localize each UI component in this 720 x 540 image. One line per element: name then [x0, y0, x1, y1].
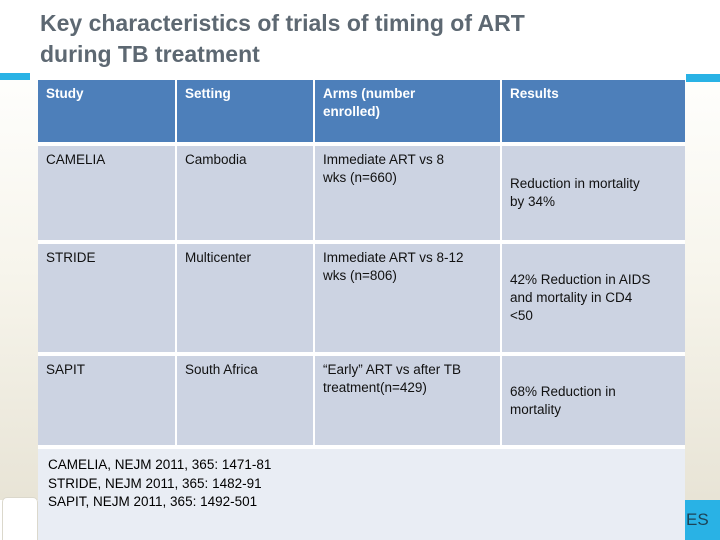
header-setting: Setting — [177, 80, 313, 142]
bottom-right-badge: ES — [685, 500, 720, 540]
cyan-accent-bar-right — [686, 74, 720, 82]
left-margin-strip — [0, 80, 38, 500]
cell-stride-setting: Multicenter — [177, 244, 313, 352]
cell-stride-arms: Immediate ART vs 8-12 wks (n=806) — [315, 244, 500, 352]
cell-sapit-setting: South Africa — [177, 356, 313, 445]
cell-stride-study: STRIDE — [38, 244, 175, 352]
trials-table: Study Setting Arms (number enrolled) Res… — [38, 80, 685, 445]
slide-title: Key characteristics of trials of timing … — [40, 8, 675, 70]
header-study: Study — [38, 80, 175, 142]
slide-title-line-2: during TB treatment — [40, 41, 260, 67]
bottom-left-corner-box — [2, 497, 38, 540]
badge-text: ES — [686, 510, 709, 529]
cyan-accent-bar-left — [0, 73, 30, 81]
cell-sapit-results: 68% Reduction in mortality — [502, 356, 685, 445]
cell-stride-results: 42% Reduction in AIDS and mortality in C… — [502, 244, 685, 352]
reference-camelia: CAMELIA, NEJM 2011, 365: 1471-81 — [48, 457, 272, 472]
cell-camelia-setting: Cambodia — [177, 146, 313, 240]
header-arms: Arms (number enrolled) — [315, 80, 500, 142]
reference-sapit: SAPIT, NEJM 2011, 365: 1492-501 — [48, 494, 258, 509]
header-results: Results — [502, 80, 685, 142]
cell-camelia-results: Reduction in mortality by 34% — [502, 146, 685, 240]
reference-stride: STRIDE, NEJM 2011, 365: 1482-91 — [48, 475, 262, 491]
cell-camelia-arms: Immediate ART vs 8 wks (n=660) — [315, 146, 500, 240]
cell-sapit-arms: “Early” ART vs after TB treatment(n=429) — [315, 356, 500, 445]
cell-sapit-study: SAPIT — [38, 356, 175, 445]
slide-title-line-1: Key characteristics of trials of timing … — [40, 10, 525, 36]
cell-camelia-study: CAMELIA — [38, 146, 175, 240]
right-margin-strip — [685, 82, 720, 500]
references-panel: CAMELIA, NEJM 2011, 365: 1471-81 STRIDE,… — [38, 449, 685, 540]
